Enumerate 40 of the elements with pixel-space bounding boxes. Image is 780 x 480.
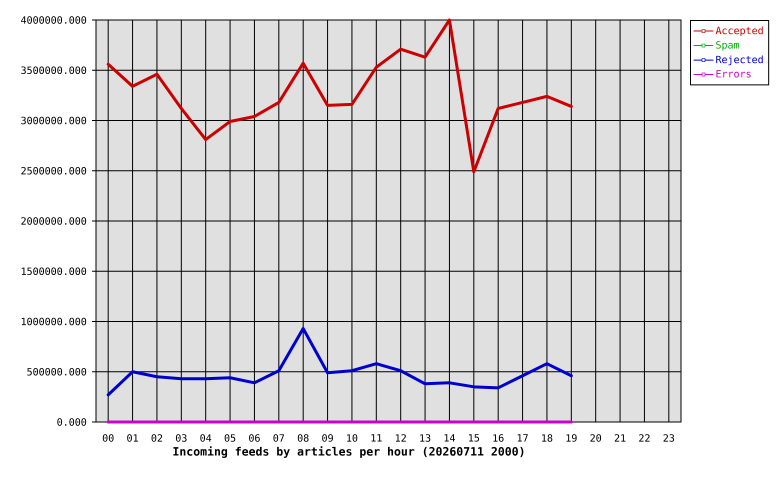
x-tick-label: 08 (298, 434, 309, 442)
x-tick-label: 10 (347, 434, 358, 442)
x-tick-label: 01 (127, 434, 138, 442)
x-tick-label: 07 (273, 434, 284, 442)
x-tick-label: 00 (102, 434, 114, 442)
y-tick-label: 500000.000 (27, 368, 86, 376)
x-tick-label: 15 (469, 434, 480, 442)
x-tick-label: 14 (444, 434, 455, 442)
x-tick-label: 09 (322, 434, 333, 442)
y-tick-label: 1500000.000 (22, 267, 86, 276)
y-tick-label: 0.000 (57, 418, 86, 426)
y-tick-label: 2500000.000 (21, 166, 86, 175)
x-tick-label: 04 (200, 434, 212, 442)
x-tick-label: 05 (224, 434, 236, 442)
x-tick-label: 03 (176, 434, 187, 442)
y-tick-label: 2000000.000 (21, 217, 86, 225)
x-tick-label: 06 (249, 434, 260, 442)
y-tick-label: 1000000.000 (22, 318, 86, 326)
x-tick-label: 18 (542, 434, 552, 442)
x-tick-label: 22 (639, 434, 650, 442)
y-tick-label: 4000000.000 (21, 16, 86, 24)
line-series (106, 327, 573, 396)
x-tick-label: 02 (152, 434, 162, 442)
y-tick-label: 3500000.000 (21, 66, 86, 74)
y-tick-label: 3000000.000 (21, 116, 86, 124)
x-tick-label: 17 (518, 434, 528, 442)
x-tick-label: 20 (590, 434, 602, 442)
x-axis-title: Incoming feeds by articles per hour (20260711 2000) (173, 446, 524, 458)
legend-label: Errors (716, 70, 751, 78)
line-series (106, 18, 573, 174)
x-tick-label: 19 (566, 434, 577, 442)
x-tick-label: 13 (420, 434, 430, 442)
legend-label: Rejected (716, 56, 763, 66)
x-tick-label: 16 (493, 434, 504, 442)
x-tick-label: 21 (614, 434, 626, 442)
x-tick-label: 11 (372, 434, 382, 442)
x-tick-label: 12 (396, 434, 406, 442)
x-tick-label: 23 (664, 434, 674, 442)
legend-label: Accepted (716, 26, 763, 36)
legend-label: Spam (716, 41, 740, 51)
